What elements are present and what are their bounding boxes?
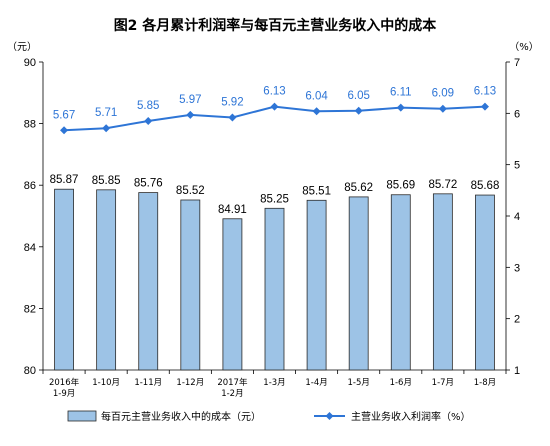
line-point — [438, 104, 447, 113]
right-tick-label: 5 — [514, 160, 520, 172]
category-label: 1-12月 — [176, 378, 204, 388]
line-value-label: 6.04 — [305, 90, 328, 102]
line-value-label: 5.71 — [95, 107, 117, 119]
legend-bar-label: 每百元主营业务收入中的成本（元） — [101, 410, 261, 423]
line-point — [354, 106, 363, 115]
bar — [306, 199, 327, 371]
category-label: 1-4月 — [305, 378, 327, 388]
bar — [264, 207, 285, 371]
line-value-label: 5.97 — [179, 94, 201, 106]
category-label: 2016年 — [49, 377, 80, 388]
bar — [390, 194, 411, 371]
bar — [138, 192, 159, 371]
left-tick-label: 86 — [24, 180, 36, 192]
category-label: 1-9月 — [53, 389, 75, 399]
category-label: 1-8月 — [474, 378, 496, 388]
line-value-label: 5.92 — [221, 96, 243, 108]
line-point — [60, 126, 69, 135]
bar-value-label: 85.69 — [386, 180, 415, 192]
bar-value-label: 85.72 — [428, 179, 457, 191]
bar — [180, 199, 201, 371]
line-value-label: 6.05 — [347, 90, 369, 102]
left-tick-label: 80 — [24, 365, 36, 377]
category-label: 1-7月 — [432, 378, 454, 388]
bar-value-label: 85.25 — [260, 193, 289, 205]
right-tick-label: 4 — [514, 211, 520, 223]
line-point — [312, 107, 321, 116]
bar-value-label: 85.76 — [134, 178, 163, 190]
chart-title: 图2 各月累计利润率与每百元主营业务收入中的成本 — [114, 17, 438, 34]
bar-value-label: 85.62 — [344, 182, 373, 194]
bar — [475, 194, 495, 371]
line-value-label: 6.09 — [432, 88, 454, 100]
line-point — [396, 103, 405, 112]
right-axis-unit: （%） — [509, 41, 539, 53]
line-point — [480, 102, 489, 111]
category-label: 1-3月 — [263, 378, 285, 388]
legend-line-marker — [325, 412, 334, 420]
line-point — [270, 102, 279, 111]
right-tick-label: 6 — [514, 108, 520, 120]
left-tick-label: 88 — [24, 119, 36, 131]
category-label: 1-11月 — [134, 378, 162, 388]
right-tick-label: 3 — [514, 262, 520, 274]
legend: 每百元主营业务收入中的成本（元） 主营业务收入利润率（%） — [67, 410, 471, 423]
bar-value-label: 85.68 — [471, 180, 500, 192]
bar — [96, 189, 117, 371]
left-axis-unit: （元） — [7, 41, 37, 53]
legend-line-label: 主营业务收入利润率（%） — [351, 410, 471, 423]
line-point — [102, 124, 111, 133]
line-value-label: 6.13 — [474, 86, 496, 98]
right-tick-label: 7 — [514, 57, 520, 69]
category-label: 1-2月 — [221, 389, 243, 399]
left-tick-label: 82 — [24, 303, 36, 315]
line-point — [228, 113, 237, 122]
bar-value-label: 85.52 — [176, 185, 205, 197]
category-label: 1-6月 — [390, 378, 412, 388]
bar-value-label: 85.87 — [50, 174, 79, 186]
bar — [432, 193, 453, 371]
line-value-label: 6.13 — [263, 86, 285, 98]
right-tick-label: 1 — [514, 365, 520, 377]
left-tick-label: 90 — [24, 57, 36, 69]
line-value-label: 5.85 — [137, 100, 159, 112]
bar-value-label: 85.85 — [92, 175, 121, 187]
right-tick-label: 2 — [514, 314, 520, 326]
category-label: 1-10月 — [92, 378, 120, 388]
line-point — [144, 117, 153, 126]
bar — [348, 196, 369, 371]
legend-bar-swatch — [67, 410, 97, 422]
bar-value-label: 84.91 — [218, 204, 247, 216]
line-value-label: 6.11 — [390, 87, 412, 99]
category-label: 1-5月 — [347, 378, 369, 388]
line-value-label: 5.67 — [53, 109, 75, 121]
line-point — [186, 110, 195, 119]
bar-value-label: 85.51 — [302, 185, 331, 197]
category-label: 2017年 — [217, 377, 248, 388]
bar — [54, 188, 74, 371]
bar — [222, 218, 243, 371]
left-tick-label: 84 — [24, 242, 36, 254]
